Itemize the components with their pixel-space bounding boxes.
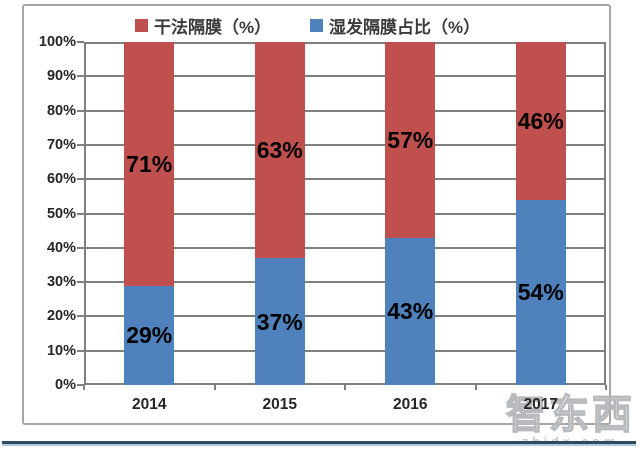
y-axis-label: 0% <box>55 377 76 393</box>
bar-label-dry-2015: 63% <box>256 137 303 164</box>
bar-label-dry-2014: 71% <box>126 150 173 177</box>
bar-segment-wet-2016 <box>385 237 436 385</box>
bar-segment-dry-2015 <box>254 42 305 259</box>
y-axis-label: 60% <box>46 171 76 188</box>
x-axis-label: 2017 <box>523 396 558 413</box>
legend-swatch-dry-icon <box>135 18 148 32</box>
y-axis-tick <box>77 315 84 318</box>
y-axis-tick <box>77 143 84 146</box>
legend-label-dry: 干法隔膜（%） <box>154 17 272 37</box>
bottom-accent-bar-dark <box>2 441 636 444</box>
x-axis-tick <box>344 385 346 390</box>
bar-segment-wet-2014 <box>124 285 175 385</box>
x-axis-tick <box>474 385 477 390</box>
bar-segment-dry-2016 <box>385 42 436 238</box>
bar-label-wet-2016: 43% <box>387 298 434 325</box>
y-axis-label: 20% <box>46 308 76 325</box>
gridline <box>84 349 606 352</box>
bar-label-dry-2017: 46% <box>517 107 564 134</box>
legend-label-wet: 湿发隔膜占比（%） <box>329 17 481 37</box>
gridline <box>84 315 606 318</box>
y-axis-tick <box>77 384 84 386</box>
gridline <box>84 246 606 249</box>
bar-label-wet-2017: 54% <box>517 279 564 306</box>
y-axis-tick <box>77 178 84 181</box>
y-axis-tick <box>77 75 84 78</box>
y-axis-label: 30% <box>46 274 76 291</box>
y-axis-label: 40% <box>46 239 76 256</box>
bar-label-wet-2014: 29% <box>126 322 173 349</box>
legend-item-wet-separator: 湿发隔膜占比（%） <box>310 14 481 37</box>
x-axis-tick <box>605 385 607 390</box>
x-axis-label: 2014 <box>132 396 167 413</box>
gridline <box>84 109 606 112</box>
gridline <box>84 75 606 78</box>
x-axis-tick <box>83 385 85 390</box>
y-axis-label: 10% <box>46 342 76 359</box>
y-axis-label: 90% <box>46 68 76 85</box>
legend: 干法隔膜（%） 湿发隔膜占比（%） <box>0 12 640 37</box>
y-axis-tick <box>77 41 84 43</box>
bar-label-wet-2015: 37% <box>256 308 303 335</box>
y-axis-tick <box>77 109 84 112</box>
y-axis-tick <box>77 349 84 352</box>
bar-segment-wet-2017 <box>515 199 566 385</box>
x-axis-label: 2016 <box>393 396 428 413</box>
y-axis-tick <box>77 281 84 284</box>
x-axis-label: 2015 <box>262 396 297 413</box>
x-axis-tick <box>213 385 216 390</box>
y-axis-label: 70% <box>46 136 76 153</box>
y-axis-label: 80% <box>46 102 76 119</box>
y-axis-tick <box>77 212 84 215</box>
gridline <box>84 281 606 284</box>
y-axis-tick <box>77 246 84 249</box>
gridline <box>84 143 606 146</box>
gridline <box>84 212 606 215</box>
legend-swatch-wet-icon <box>310 18 323 32</box>
bar-segment-dry-2017 <box>515 42 566 200</box>
y-axis-label: 50% <box>46 205 76 222</box>
bar-label-dry-2016: 57% <box>387 126 434 153</box>
y-axis-label: 100% <box>38 34 76 50</box>
legend-item-dry-separator: 干法隔膜（%） <box>135 14 272 37</box>
bar-segment-dry-2014 <box>124 42 175 286</box>
bar-segment-wet-2015 <box>254 258 305 385</box>
bottom-accent-bar-light <box>2 444 636 446</box>
gridline <box>84 178 606 181</box>
